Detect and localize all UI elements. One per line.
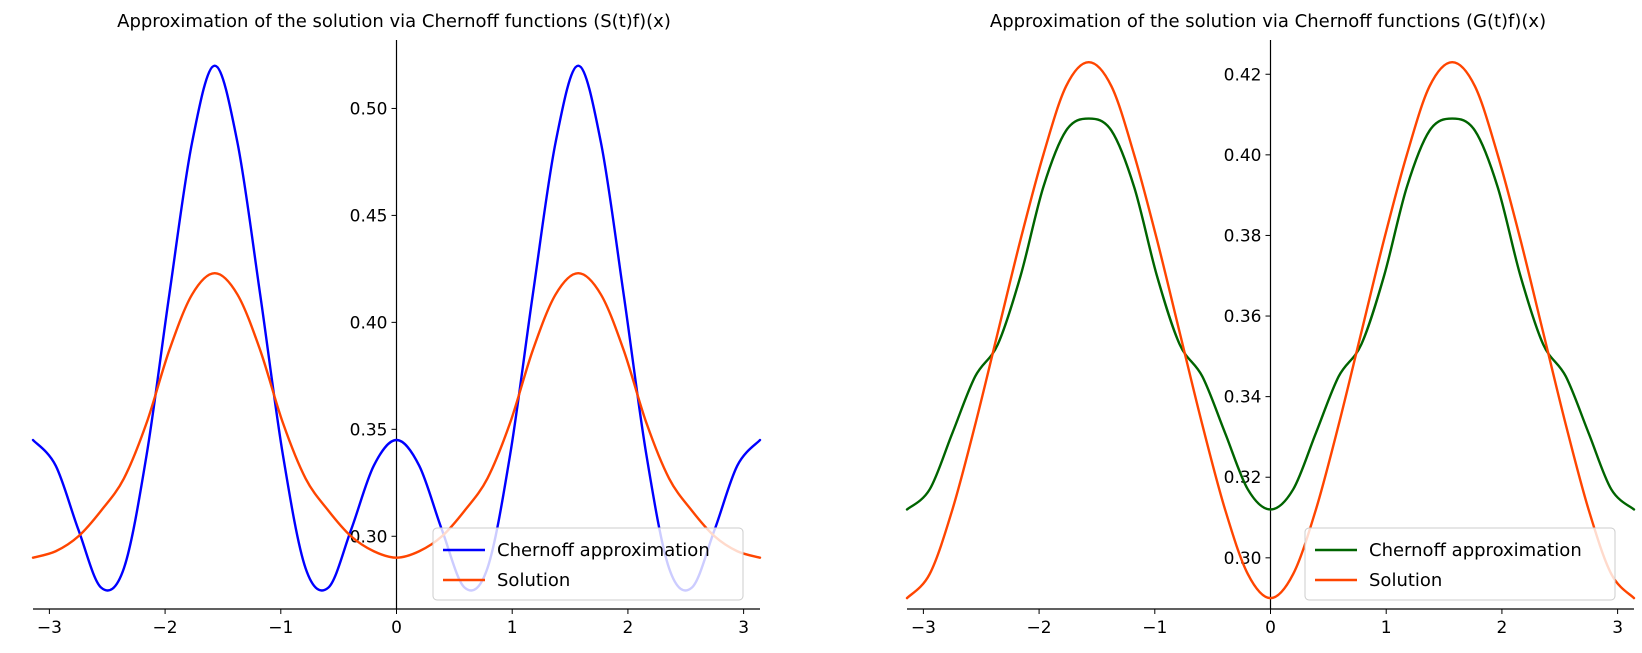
x-tick-label: 2 xyxy=(1496,618,1507,638)
chart-panel-s: Approximation of the solution via Cherno… xyxy=(31,11,762,638)
x-tick-label: −3 xyxy=(37,618,62,638)
x-tick-label: 1 xyxy=(1381,618,1392,638)
x-tick-label: −1 xyxy=(1142,618,1167,638)
y-tick-label: 0.42 xyxy=(1224,65,1262,85)
legend-label: Solution xyxy=(497,570,570,591)
y-tick-label: 0.40 xyxy=(1224,146,1262,166)
chart-panel-g: Approximation of the solution via Cherno… xyxy=(905,11,1636,638)
x-tick-label: 0 xyxy=(391,618,402,638)
y-tick-label: 0.30 xyxy=(350,527,388,547)
series-line-chernoff xyxy=(905,117,1636,511)
chart-title: Approximation of the solution via Cherno… xyxy=(990,11,1546,32)
y-tick-label: 0.35 xyxy=(350,420,388,440)
x-tick-label: −1 xyxy=(268,618,293,638)
y-tick-label: 0.36 xyxy=(1224,307,1262,327)
y-tick-label: 0.50 xyxy=(350,99,388,119)
x-tick-label: 3 xyxy=(738,618,749,638)
legend-box xyxy=(432,527,744,601)
legend: Chernoff approximation Solution xyxy=(1304,527,1616,601)
y-tick-label: 0.34 xyxy=(1224,388,1262,408)
series-line-solution xyxy=(905,60,1636,600)
legend-label: Chernoff approximation xyxy=(497,540,710,561)
series-line-chernoff xyxy=(31,64,762,592)
legend-label: Chernoff approximation xyxy=(1369,540,1582,561)
legend-box xyxy=(1304,527,1616,601)
y-tick-label: 0.40 xyxy=(350,313,388,333)
chart-title: Approximation of the solution via Cherno… xyxy=(117,11,671,32)
x-tick-label: 2 xyxy=(622,618,633,638)
legend-label: Solution xyxy=(1369,570,1442,591)
y-tick-label: 0.45 xyxy=(350,206,388,226)
x-tick-label: 0 xyxy=(1265,618,1276,638)
x-tick-label: 1 xyxy=(507,618,518,638)
y-tick-label: 0.38 xyxy=(1224,226,1262,246)
series-line-solution xyxy=(31,271,762,559)
legend: Chernoff approximation Solution xyxy=(432,527,744,601)
x-tick-label: −2 xyxy=(153,618,178,638)
x-tick-label: 3 xyxy=(1612,618,1623,638)
x-tick-label: −2 xyxy=(1027,618,1052,638)
x-tick-label: −3 xyxy=(911,618,936,638)
